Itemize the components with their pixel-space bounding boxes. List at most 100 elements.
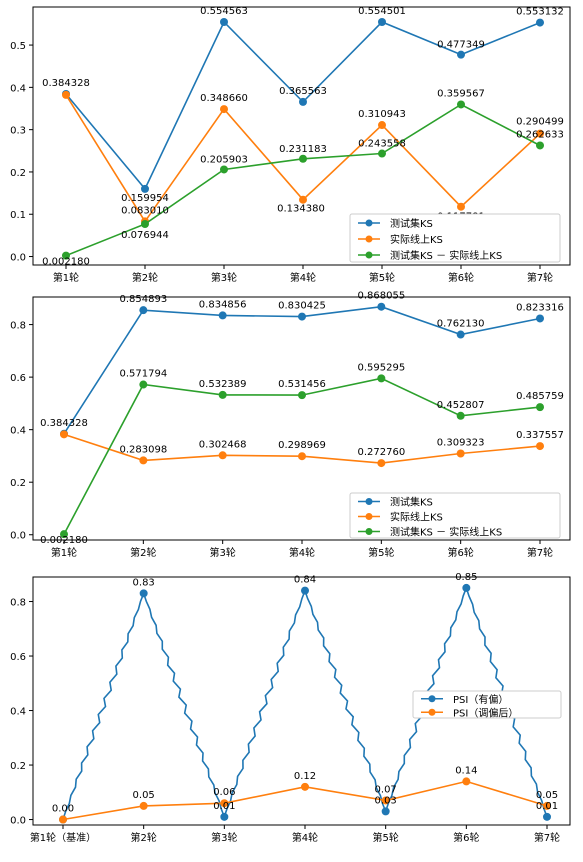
legend-label: 实际线上KS (390, 233, 443, 246)
x-tick-label: 第6轮 (453, 831, 479, 844)
y-tick-label: 0.6 (10, 373, 26, 384)
data-label: 0.83 (133, 577, 155, 588)
data-label: 0.231183 (279, 144, 327, 155)
data-label: 0.485759 (516, 391, 564, 402)
data-label: 0.384328 (40, 418, 88, 429)
data-label: 0.076944 (121, 230, 169, 241)
y-tick-label: 0.8 (10, 598, 26, 609)
data-point (536, 141, 544, 150)
data-point (536, 314, 544, 323)
data-point (377, 459, 386, 468)
data-point (62, 90, 70, 99)
data-label: 0.002180 (40, 535, 88, 546)
y-tick-label: 0.2 (10, 168, 26, 179)
data-label: 0.272760 (357, 447, 405, 458)
data-label: 0.834856 (199, 299, 247, 310)
legend-marker (365, 219, 373, 227)
data-point (457, 202, 465, 211)
data-point (543, 801, 551, 810)
chart-1: 0.0 0.1 0.2 0.3 0.4 0.5 第1轮 第2轮 第3轮 第4轮 第5轮 第6轮 第7轮 0… (10, 6, 571, 284)
data-point (457, 50, 465, 59)
data-label: 0.283098 (119, 444, 167, 455)
x-tick-label: 第1轮 (51, 546, 77, 559)
x-tick-label: 第1轮（基准） (30, 831, 96, 844)
data-point (299, 97, 307, 106)
data-label: 0.12 (294, 771, 316, 782)
legend-marker (365, 235, 373, 243)
data-label: 0.00 (52, 804, 74, 815)
legend: 测试集KS 实际线上KS 测试集KS － 实际线上KS (349, 213, 561, 263)
data-label: 0.134380 (277, 204, 325, 215)
data-label: 0.01 (536, 801, 558, 812)
x-tick-label: 第4轮 (289, 546, 315, 559)
x-tick-label: 第2轮 (132, 271, 158, 284)
legend-box (349, 213, 561, 263)
data-label: 0.07 (375, 784, 397, 795)
data-point (218, 451, 227, 460)
legend-label: PSI（有偏） (453, 693, 508, 706)
data-point (139, 801, 148, 810)
y-tick-label: 0.5 (10, 41, 26, 52)
legend-box (412, 690, 562, 719)
y-tick-label: 0.8 (10, 321, 26, 332)
data-point (543, 812, 551, 821)
legend-label: 测试集KS － 实际线上KS (390, 249, 502, 262)
data-point (218, 390, 227, 399)
data-label: 0.06 (213, 787, 235, 798)
data-point (139, 456, 148, 465)
data-point (220, 105, 228, 114)
x-tick-label: 第5轮 (372, 831, 398, 844)
data-point (301, 782, 309, 791)
x-tick-label: 第3轮 (211, 831, 237, 844)
data-label: 0.205903 (200, 154, 248, 165)
legend-box (349, 492, 561, 539)
data-point (456, 330, 465, 339)
data-label: 0.830425 (278, 301, 326, 312)
data-point (536, 442, 544, 451)
data-label: 0.553132 (516, 7, 564, 18)
data-point (62, 251, 70, 260)
data-label: 0.762130 (437, 319, 485, 330)
legend-label: 实际线上KS (390, 511, 443, 524)
data-label: 0.823316 (516, 302, 564, 313)
data-point (536, 403, 544, 412)
x-tick-label: 第3轮 (211, 271, 237, 284)
legend-label: 测试集KS (390, 217, 433, 230)
data-point (220, 812, 229, 821)
data-point (299, 195, 307, 204)
data-label: 0.595295 (357, 362, 405, 373)
data-label: 0.868055 (357, 291, 405, 302)
data-label: 0.159954 (121, 193, 169, 204)
y-tick-label: 0.2 (10, 761, 26, 772)
y-tick-label: 0.1 (10, 210, 26, 221)
legend-label: PSI（调偏后） (453, 706, 518, 719)
legend-marker (365, 528, 373, 535)
y-tick-label: 0.0 (10, 816, 26, 827)
data-point (139, 380, 148, 389)
data-label: 0.03 (375, 795, 397, 806)
data-label: 0.14 (455, 765, 477, 776)
x-tick-label: 第5轮 (368, 546, 394, 559)
x-tick-label: 第2轮 (130, 546, 156, 559)
y-tick-label: 0.4 (10, 426, 26, 437)
data-label: 0.477349 (437, 40, 485, 51)
y-tick-label: 0.2 (10, 478, 26, 489)
x-tick-label: 第6轮 (447, 546, 473, 559)
data-point (456, 449, 465, 458)
data-label: 0.01 (213, 801, 235, 812)
legend-marker (365, 498, 373, 505)
x-tick-label: 第4轮 (292, 831, 318, 844)
data-point (462, 583, 471, 592)
data-point (378, 18, 386, 27)
legend: 测试集KS 实际线上KS 测试集KS － 实际线上KS (349, 492, 561, 539)
data-label: 0.05 (536, 790, 558, 801)
data-label: 0.310943 (358, 109, 406, 120)
data-point (378, 121, 386, 130)
data-point (378, 149, 386, 158)
data-point (60, 530, 68, 539)
data-point (141, 184, 149, 193)
data-point (536, 129, 544, 138)
data-label: 0.083010 (121, 205, 169, 216)
data-point (381, 796, 390, 805)
